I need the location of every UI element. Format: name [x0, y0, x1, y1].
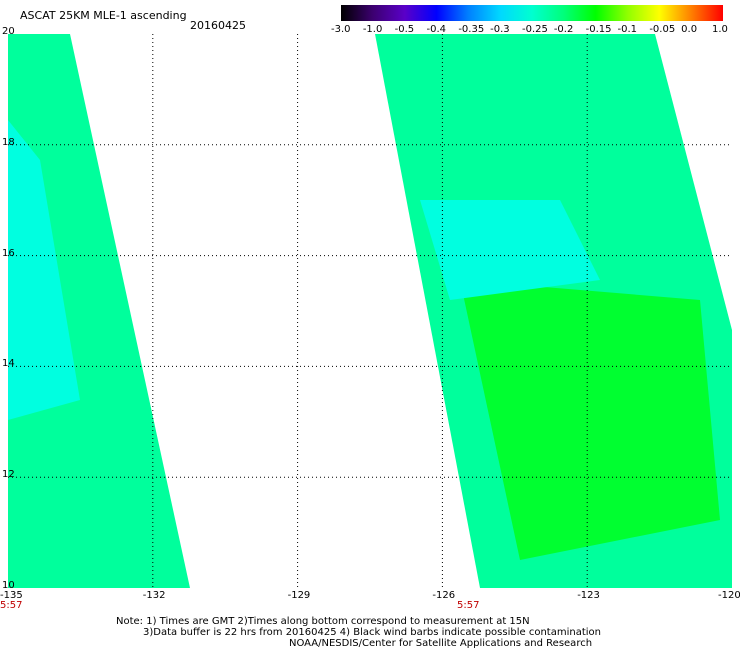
right-swath-patch-cyan: [420, 200, 600, 300]
x-tick-label: -129: [287, 590, 311, 601]
product-date: 20160425: [190, 19, 246, 32]
right-swath-patch-green: [460, 280, 720, 560]
x-tick-label: -120: [718, 590, 740, 601]
x-tick-label: -123: [577, 590, 600, 601]
colorbar-label: 1.0: [712, 24, 728, 35]
left-swath-time: 5:57: [0, 600, 23, 611]
colorbar-label: -0.3: [490, 24, 510, 35]
colorbar-label: -1.0: [362, 24, 383, 35]
colorbar-label: -0.5: [394, 24, 415, 35]
colorbar-label: -0.25: [522, 24, 548, 35]
x-tick-label: -135: [0, 590, 23, 601]
y-tick-label: 10: [2, 580, 15, 591]
colorbar-label: -0.1: [617, 24, 638, 35]
y-tick-label: 14: [2, 358, 15, 370]
y-tick-label: 12: [2, 469, 15, 481]
colorbar-label: -0.35: [458, 24, 485, 35]
y-tick-label: 20: [2, 26, 15, 37]
note-line-2: 3)Data buffer is 22 hrs from 20160425 4)…: [143, 627, 601, 638]
note-line-1: Note: 1) Times are GMT 2)Times along bot…: [116, 616, 530, 627]
product-title: ASCAT 25KM MLE-1 ascending: [20, 9, 187, 22]
colorbar-label: -0.4: [426, 24, 447, 35]
colorbar-label: 0.0: [681, 24, 698, 35]
colorbar-label: -0.15: [585, 24, 612, 35]
colorbar-label: -0.05: [649, 24, 676, 35]
swath-layer: [8, 34, 732, 588]
right-swath-time: 5:57: [457, 600, 480, 611]
note-line-3: NOAA/NESDIS/Center for Satellite Applica…: [289, 638, 593, 649]
y-tick-label: 18: [2, 136, 15, 148]
colorbar-label: -3.0: [331, 24, 351, 35]
left-swath-patch: [8, 120, 80, 420]
colorbar-label: -0.2: [553, 24, 574, 35]
y-tick-label: 16: [2, 247, 15, 259]
grid-lines: [8, 34, 732, 588]
left-swath: [8, 34, 190, 588]
x-tick-label: -132: [142, 590, 166, 601]
colorbar: [341, 5, 723, 21]
x-tick-label: -126: [432, 590, 456, 601]
